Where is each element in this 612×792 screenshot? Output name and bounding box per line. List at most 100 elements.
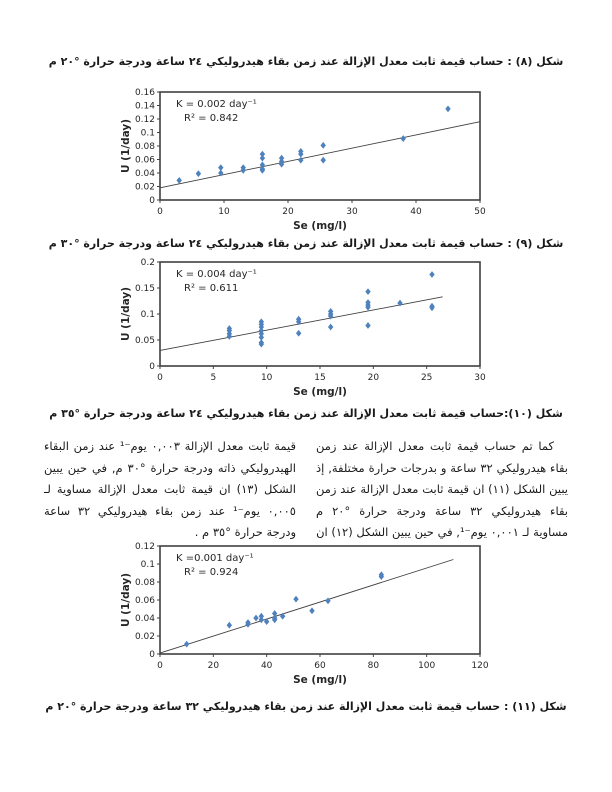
data-point-marker	[259, 154, 266, 162]
data-point-marker	[258, 612, 265, 620]
x-tick-label: 120	[471, 661, 488, 671]
x-tick-label: 30	[474, 373, 486, 383]
x-tick-label: 0	[157, 661, 163, 671]
data-point-marker	[397, 299, 403, 307]
x-tick-label: 50	[474, 207, 486, 217]
data-point-marker	[226, 621, 233, 629]
y-tick-label: 0.12	[135, 115, 155, 125]
data-point-marker	[445, 105, 451, 113]
x-axis-title: Se (mg/l)	[293, 220, 347, 232]
data-point-marker	[259, 161, 266, 169]
data-point-marker	[258, 334, 265, 341]
data-point-marker	[259, 166, 266, 174]
data-point-marker	[263, 618, 270, 625]
y-axis-title: U (1/day)	[120, 287, 132, 341]
k-value-annotation: K = 0.002 day⁻¹	[176, 99, 257, 110]
r-squared-annotation: R² = 0.611	[184, 283, 238, 294]
data-point-marker	[258, 340, 265, 348]
r-squared-annotation: R² = 0.924	[184, 567, 238, 578]
y-tick-label: 0.06	[135, 596, 155, 606]
y-tick-label: 0.16	[135, 88, 155, 98]
y-tick-label: 0.06	[135, 156, 155, 166]
data-point-marker	[298, 156, 304, 164]
y-tick-label: 0.1	[141, 560, 155, 570]
data-point-marker	[279, 612, 286, 620]
data-point-marker	[278, 160, 285, 168]
body-text-left-column: قيمة ثابت معدل الإزالة ٠,٠٠٣ يوم⁻¹ عند ز…	[44, 439, 296, 539]
y-tick-label: 0.15	[135, 284, 155, 294]
r-squared-annotation: R² = 0.842	[184, 113, 238, 124]
y-tick-label: 0.08	[135, 578, 155, 588]
data-point-marker	[271, 610, 278, 617]
data-point-marker	[400, 135, 406, 142]
data-point-marker	[218, 169, 224, 177]
data-point-marker	[429, 271, 435, 278]
y-tick-label: 0.12	[135, 542, 155, 552]
data-point-marker	[258, 616, 265, 624]
trendline	[159, 121, 481, 189]
data-point-marker	[320, 156, 326, 164]
data-point-marker	[259, 150, 266, 158]
x-tick-label: 10	[218, 207, 230, 217]
x-tick-label: 0	[157, 207, 163, 217]
data-point-marker	[271, 616, 278, 624]
trendline	[159, 296, 443, 351]
y-tick-label: 0	[149, 196, 155, 206]
y-axis-title: U (1/day)	[120, 573, 132, 627]
x-tick-label: 30	[346, 207, 358, 217]
data-point-marker	[295, 329, 302, 337]
k-value-annotation: K =0.001 day⁻¹	[176, 553, 254, 564]
y-tick-label: 0	[149, 650, 155, 660]
y-tick-label: 0.1	[141, 129, 155, 139]
x-tick-label: 60	[314, 661, 326, 671]
data-point-marker	[218, 164, 224, 171]
y-tick-label: 0.04	[135, 169, 155, 179]
y-tick-label: 0.14	[135, 102, 155, 112]
x-tick-label: 40	[261, 661, 273, 671]
y-tick-label: 0.02	[135, 632, 155, 642]
x-tick-label: 10	[261, 373, 273, 383]
y-tick-label: 0.04	[135, 614, 155, 624]
data-point-marker	[365, 288, 371, 296]
k-value-annotation: K = 0.004 day⁻¹	[176, 269, 257, 280]
data-point-marker	[176, 177, 182, 184]
data-point-marker	[195, 170, 202, 178]
x-axis-title: Se (mg/l)	[293, 386, 347, 398]
y-axis-title: U (1/day)	[120, 119, 132, 173]
data-point-marker	[365, 322, 371, 329]
figure-8-scatter-chart: 0 0.02 0.04 0.06 0.08 0.1 0.12 0.14 0.16 0 10 20 30 4…	[120, 88, 486, 232]
data-point-marker	[325, 597, 331, 605]
x-tick-label: 0	[157, 373, 163, 383]
data-point-marker	[309, 607, 315, 615]
data-point-marker	[240, 166, 246, 174]
body-text-right-column: كما تم حساب قيمة ثابت معدل الإزالة عند ز…	[316, 439, 568, 539]
data-point-marker	[365, 303, 371, 311]
data-point-marker	[293, 595, 299, 603]
data-point-marker	[183, 640, 190, 648]
data-point-marker	[295, 318, 302, 326]
y-tick-label: 0.2	[141, 258, 155, 268]
y-tick-label: 0.1	[141, 310, 155, 320]
data-point-marker	[378, 573, 385, 580]
data-point-marker	[226, 332, 233, 340]
data-point-marker	[429, 304, 435, 312]
x-tick-label: 20	[282, 207, 294, 217]
data-point-marker	[253, 614, 259, 622]
x-tick-label: 20	[208, 661, 220, 671]
x-tick-label: 100	[418, 661, 435, 671]
x-tick-label: 40	[410, 207, 422, 217]
figure-11-caption: شكل (١١) : حساب قيمة ثابت معدل الإزالة ع…	[45, 700, 567, 713]
data-point-marker	[327, 312, 334, 320]
trendline	[159, 559, 454, 654]
y-tick-label: 0.02	[135, 183, 155, 193]
figure-9-caption: شكل (٩) : حساب قيمة ثابت معدل الإزالة عن…	[48, 237, 564, 250]
x-tick-label: 5	[210, 373, 216, 383]
data-point-marker	[327, 323, 334, 331]
figure-11-scatter-chart: 0 0.02 0.04 0.06 0.08 0.1 0.12 0 20 40 60 80 100 120 K…	[120, 542, 489, 686]
data-point-marker	[258, 330, 265, 338]
data-point-marker	[298, 150, 304, 158]
x-tick-label: 25	[421, 373, 432, 383]
figure-9-scatter-chart: 0 0.05 0.1 0.15 0.2 0 5 10 15 20 25 30 K = 0.004 day…	[120, 258, 486, 398]
figure-8-caption: شكل (٨) : حساب قيمة ثابت معدل الإزالة عن…	[48, 55, 564, 68]
